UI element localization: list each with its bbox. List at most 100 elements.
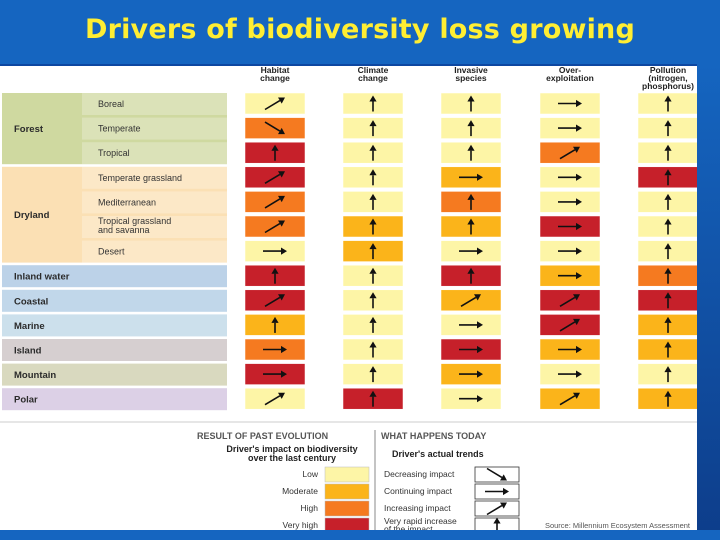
trend-arrow-9-4 xyxy=(664,316,672,333)
legend-impact-label-1: Moderate xyxy=(282,486,318,496)
legend-trend-arrow-0-head xyxy=(500,474,507,481)
trend-arrow-12-3-shaft xyxy=(559,395,576,406)
legend-impact-swatch-0 xyxy=(324,466,370,483)
trend-arrow-2-4-head xyxy=(664,144,672,151)
row-sublabel-5-0: Tropical grassland xyxy=(98,216,171,226)
group-label-7: Polar xyxy=(14,395,38,406)
trend-arrow-1-0 xyxy=(264,121,285,135)
trend-arrow-1-2-head xyxy=(467,120,475,127)
group-band-1 xyxy=(2,166,227,263)
trend-arrow-3-3-head xyxy=(576,173,582,181)
trend-arrow-4-3-head xyxy=(576,198,582,206)
legend-left-subtitle-1: over the last century xyxy=(248,453,336,463)
row-sublabel-bg-5 xyxy=(82,216,227,238)
trend-arrow-7-2-head xyxy=(467,267,475,274)
trend-arrow-6-2 xyxy=(459,247,483,255)
trend-arrow-9-3 xyxy=(559,318,580,332)
trend-arrow-3-0 xyxy=(264,171,285,184)
trend-arrow-3-3 xyxy=(558,173,582,181)
trend-arrow-11-2-head xyxy=(477,370,483,378)
trend-arrow-10-0 xyxy=(263,345,287,354)
trend-arrow-10-3-head xyxy=(576,345,582,354)
trend-arrow-4-2-head xyxy=(467,193,475,200)
group-label-2: Inland water xyxy=(14,272,70,283)
trend-arrow-11-3-head xyxy=(576,370,582,378)
column-header-1-line-1: change xyxy=(358,73,388,83)
legend-impact-swatch-3 xyxy=(324,517,370,530)
trend-arrow-3-1-head xyxy=(369,169,377,176)
row-sublabel-5-1: and savanna xyxy=(98,225,150,235)
trend-arrow-6-3-head xyxy=(576,247,582,255)
column-header-2-line-1: species xyxy=(455,73,486,83)
trend-arrow-2-3 xyxy=(559,146,580,160)
trend-arrow-5-2 xyxy=(467,218,475,235)
trend-arrow-9-3-shaft xyxy=(559,321,576,332)
trend-arrow-4-1 xyxy=(369,193,377,210)
legend-trend-label-0-0: Decreasing impact xyxy=(384,469,455,479)
trend-arrow-8-2-head xyxy=(474,294,481,301)
row-sublabel-4-0: Mediterranean xyxy=(98,197,156,207)
trend-arrow-4-0-head xyxy=(278,195,285,203)
legend-trend-label-3-0: Very rapid increase xyxy=(384,516,457,526)
legend-impact-label-2: High xyxy=(301,503,319,513)
trend-arrow-6-1-head xyxy=(369,243,377,250)
trend-arrow-8-3 xyxy=(559,294,580,307)
group-label-4: Marine xyxy=(14,321,45,332)
trend-arrow-7-0-head xyxy=(271,267,279,274)
group-band-3 xyxy=(2,289,227,312)
trend-arrow-2-2-head xyxy=(467,144,475,151)
bottom-decor-strip xyxy=(0,530,720,540)
column-header-4-line-2: phosphorus) xyxy=(642,81,694,91)
trend-arrow-9-2-head xyxy=(477,321,483,329)
title-bar xyxy=(0,0,720,66)
row-sublabel-bg-0 xyxy=(82,93,227,115)
trend-arrow-12-0 xyxy=(264,392,285,406)
group-band-6 xyxy=(2,363,227,386)
trend-arrow-1-4 xyxy=(664,120,672,137)
trend-arrow-0-0 xyxy=(264,97,285,111)
legend-trend-arrow-1-head xyxy=(503,487,509,496)
trend-arrow-8-1 xyxy=(369,292,377,309)
group-label-0: Forest xyxy=(14,124,44,135)
trend-arrow-2-4 xyxy=(664,144,672,161)
trend-arrow-5-3-head xyxy=(576,222,582,231)
trend-arrow-7-1 xyxy=(369,267,377,284)
trend-arrow-9-1 xyxy=(369,316,377,333)
trend-arrow-0-1 xyxy=(369,95,377,112)
column-header-1-line-0: Climate xyxy=(358,65,389,75)
group-label-6: Mountain xyxy=(14,370,56,381)
group-band-2 xyxy=(2,265,227,288)
row-sublabel-bg-1 xyxy=(82,117,227,140)
row-sublabel-6-0: Desert xyxy=(98,247,125,257)
trend-arrow-11-1-head xyxy=(369,366,377,373)
legend-impact-swatch-1 xyxy=(324,483,370,500)
trend-arrow-0-4-head xyxy=(664,95,672,102)
trend-arrow-7-1-head xyxy=(369,267,377,274)
trend-arrow-11-4-head xyxy=(664,366,672,373)
trend-arrow-5-4 xyxy=(664,218,672,235)
trend-arrow-11-3 xyxy=(558,370,582,378)
group-band-7 xyxy=(2,388,227,411)
trend-arrow-8-0 xyxy=(264,294,285,307)
trend-arrow-12-0-head xyxy=(278,392,285,399)
trend-arrow-12-1 xyxy=(369,390,377,407)
legend-impact-label-0: Low xyxy=(302,469,318,479)
trend-arrow-9-1-head xyxy=(369,316,377,323)
trend-arrow-1-4-head xyxy=(664,120,672,127)
trend-arrow-9-0 xyxy=(271,316,279,333)
trend-arrow-2-3-head xyxy=(573,146,580,153)
legend-trend-arrow-3 xyxy=(493,517,501,530)
trend-arrow-10-4-head xyxy=(664,341,672,348)
row-sublabel-0-0: Boreal xyxy=(98,99,124,109)
trend-arrow-11-0-head xyxy=(281,370,287,378)
right-decor-strip xyxy=(697,64,720,540)
trend-arrow-4-2 xyxy=(467,193,475,210)
trend-arrow-10-2-head xyxy=(477,345,483,354)
trend-arrow-6-0 xyxy=(263,247,287,255)
trend-arrow-7-4-head xyxy=(664,267,672,274)
row-sublabel-bg-4 xyxy=(82,191,227,214)
group-band-0 xyxy=(2,93,227,165)
trend-arrow-0-3-head xyxy=(576,99,582,108)
trend-arrow-12-4 xyxy=(664,390,672,407)
trend-arrow-5-4-head xyxy=(664,218,672,225)
